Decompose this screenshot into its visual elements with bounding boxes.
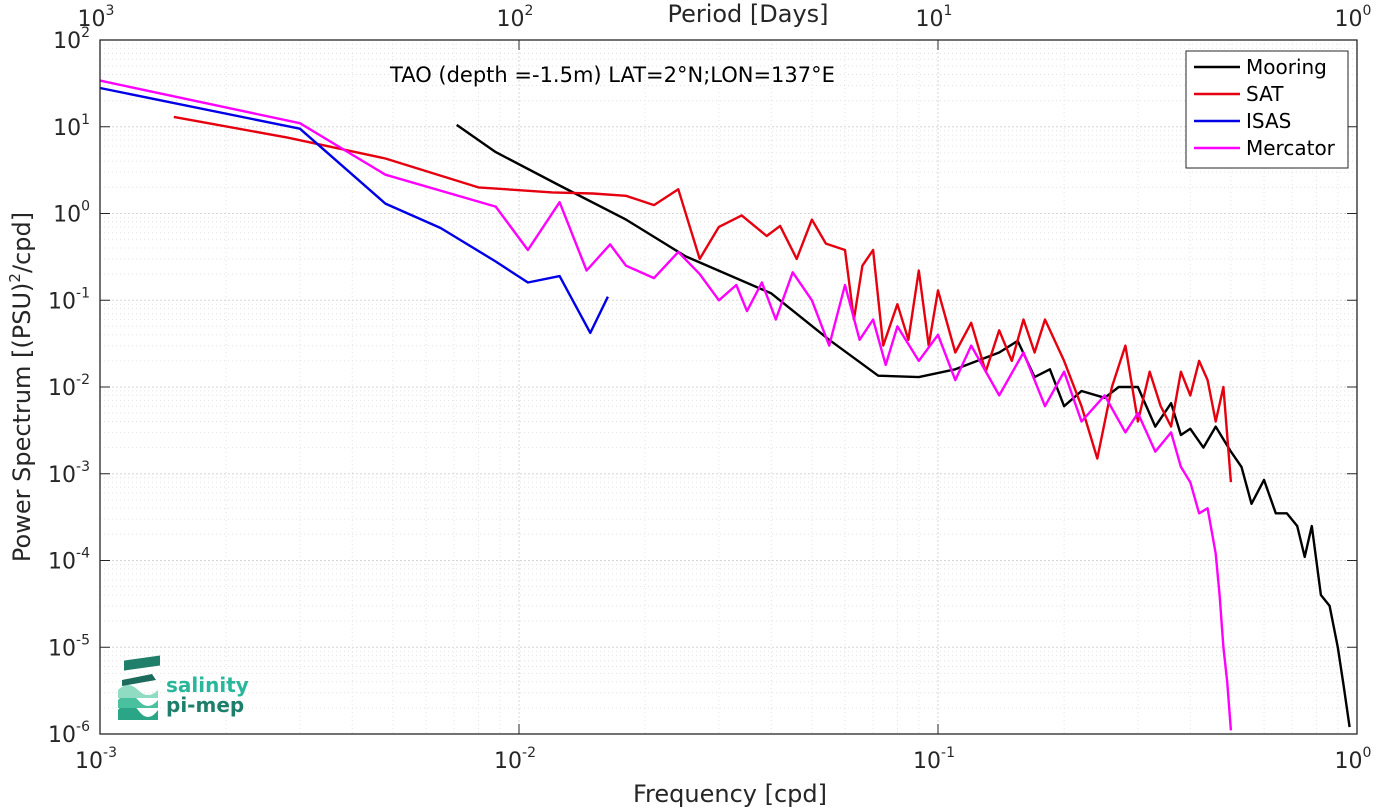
- grid-minor: [100, 40, 1357, 734]
- top-axis-label: Period [Days]: [667, 0, 828, 28]
- legend-label-isas: ISAS: [1246, 109, 1291, 133]
- y-tick-label: 10-5: [48, 632, 90, 661]
- x-tick-labels: 10-3 10-2 10-1 100: [75, 745, 1371, 774]
- series-line-mercator: [99, 79, 1233, 731]
- wave-layers-icon: [118, 655, 160, 720]
- tick-marks: [99, 39, 1358, 735]
- series-lines: [99, 79, 1351, 731]
- series-line-isas: [99, 86, 609, 335]
- top-tick-labels: 103 102 101 100: [78, 3, 1372, 32]
- y-tick-label: 100: [53, 199, 90, 228]
- y-tick-label: 10-4: [48, 546, 90, 575]
- x-tick-label: 10-3: [75, 745, 117, 774]
- top-tick-label: 100: [1335, 3, 1372, 32]
- top-tick-label: 103: [78, 3, 115, 32]
- y-tick-label: 10-3: [48, 459, 90, 488]
- y-tick-label: 101: [53, 112, 90, 141]
- y-axis-label-sup: 2: [6, 273, 24, 283]
- logo-line1: salinity: [166, 673, 249, 697]
- series-line-mooring: [456, 123, 1351, 728]
- top-tick-label: 102: [497, 3, 534, 32]
- legend-label-mooring: Mooring: [1246, 55, 1327, 79]
- logo-line2: pi-mep: [166, 693, 244, 717]
- y-tick-label: 10-1: [48, 285, 90, 314]
- x-tick-label: 10-1: [913, 745, 955, 774]
- y-tick-label: 10-6: [48, 719, 90, 748]
- x-tick-label: 100: [1335, 745, 1372, 774]
- legend: Mooring SAT ISAS Mercator: [1185, 50, 1349, 169]
- y-tick-label: 10-2: [48, 372, 90, 401]
- y-axis-label-tail: /cpd]: [8, 212, 36, 273]
- top-tick-label: 101: [916, 3, 953, 32]
- y-tick-labels: 102 101 100 10-1 10-2 10-3 10-4 10-5 10-6: [48, 25, 90, 748]
- x-tick-label: 10-2: [494, 745, 536, 774]
- y-axis-label: Power Spectrum [(PSU)2/cpd]: [6, 212, 36, 562]
- legend-label-sat: SAT: [1246, 82, 1284, 106]
- chart-title: TAO (depth =-1.5m) LAT=2°N;LON=137°E: [389, 63, 835, 87]
- y-tick-label: 102: [53, 25, 90, 54]
- salinity-pi-mep-logo: salinity pi-mep: [118, 655, 249, 720]
- y-axis-label-main: Power Spectrum [(PSU): [8, 283, 36, 562]
- legend-label-mercator: Mercator: [1246, 136, 1336, 160]
- x-axis-label: Frequency [cpd]: [633, 780, 827, 808]
